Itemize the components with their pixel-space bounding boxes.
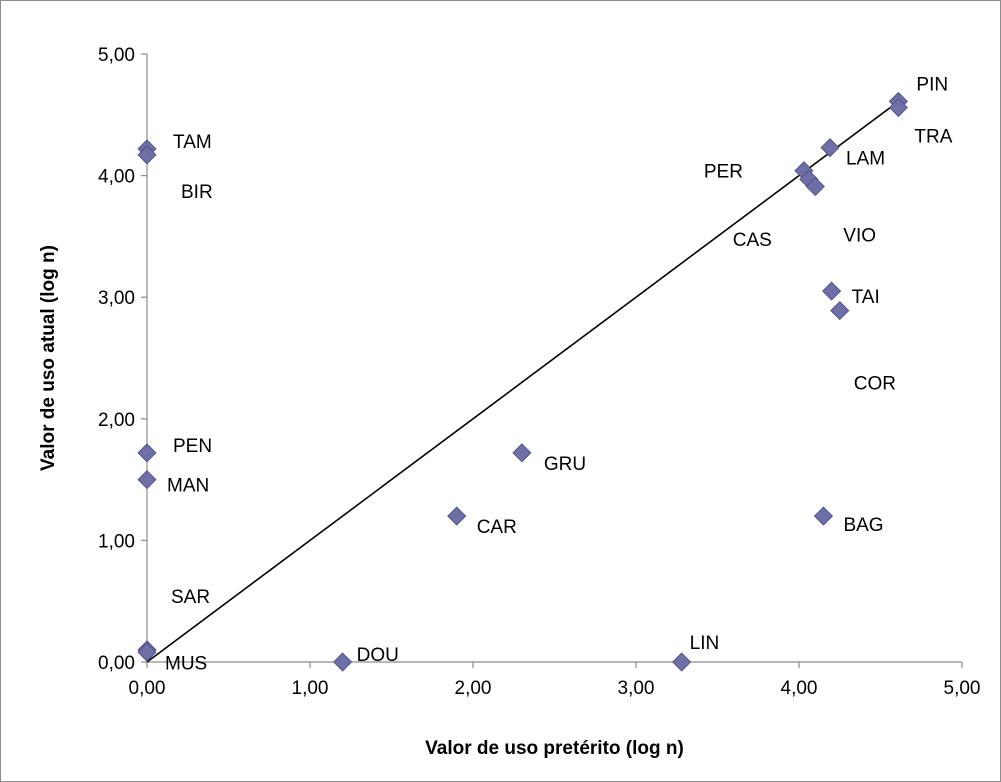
point-label-tai: TAI [852,287,880,308]
marker-mus [137,642,157,662]
point-label-tam: TAM [173,132,212,153]
markers-group [137,91,908,672]
point-label-cas: CAS [733,230,772,251]
marker-pen [137,443,157,463]
marker-tra [888,97,908,118]
point-label-bir: BIR [181,182,213,203]
point-label-pen: PEN [173,436,212,457]
point-label-car: CAR [477,517,517,538]
y-tick-label: 3,00 [98,288,135,309]
marker-dou [333,652,353,672]
trendline [146,101,898,663]
x-tick-label: 5,00 [944,678,981,699]
x-axis-title: Valor de uso pretérito (log n) [425,738,684,759]
point-label-cor: COR [854,374,896,395]
x-tick-label: 1,00 [292,678,329,699]
marker-vio [805,176,825,197]
point-label-gru: GRU [544,454,586,475]
marker-car [447,506,467,526]
x-tick-label: 3,00 [618,678,655,699]
axes: 0,00 1,00 2,00 3,00 4,00 5,00 0,00 1,00 2,00 3,00… [98,45,980,699]
y-tick-label: 2,00 [98,410,135,431]
y-axis-title: Valor de uso atual (log n) [38,245,59,471]
point-labels-group: PIN TRA LAM PER CAS VIO TAI COR TAM BIR PEN MAN SAR M… [165,74,953,674]
point-label-lin: LIN [690,633,720,654]
marker-gru [512,443,532,463]
x-tick-label: 0,00 [129,678,166,699]
marker-lin [672,652,692,672]
y-tick-label: 4,00 [98,167,135,188]
y-tick-label: 0,00 [98,653,135,674]
x-tick-label: 4,00 [781,678,818,699]
point-label-tra: TRA [914,127,952,148]
point-label-dou: DOU [357,645,399,666]
point-label-per: PER [704,162,743,183]
marker-lam [820,138,840,158]
marker-cor [830,301,850,321]
point-label-pin: PIN [916,74,948,95]
point-label-sar: SAR [171,587,210,608]
y-tick-label: 5,00 [98,45,135,66]
marker-tai [822,281,842,301]
point-label-bag: BAG [843,515,883,536]
y-tick-label: 1,00 [98,531,135,552]
trendline-group [146,101,898,663]
point-label-man: MAN [167,476,209,497]
marker-bag [813,506,834,526]
marker-bir [137,145,157,165]
marker-man [137,470,157,490]
point-label-vio: VIO [843,226,876,247]
point-label-mus: MUS [165,653,207,674]
x-tick-label: 2,00 [455,678,492,699]
point-label-lam: LAM [846,149,885,170]
